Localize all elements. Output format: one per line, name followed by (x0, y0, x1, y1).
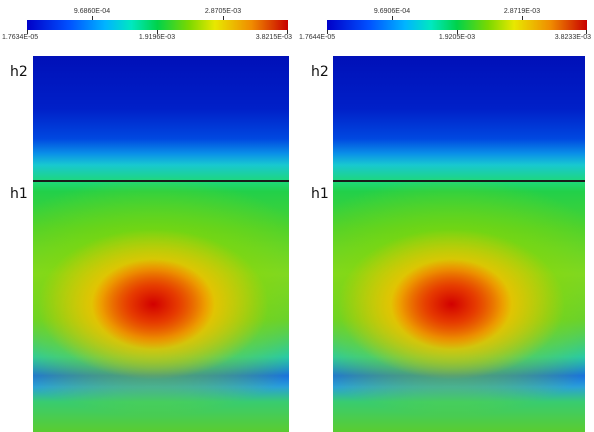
colorbar-label-min: 1.7644E-05 (299, 34, 336, 41)
layer-label-h1: h1 (10, 186, 28, 202)
colorbar-label-top: 2.8719E-03 (503, 8, 541, 15)
layer-label-h1: h1 (311, 186, 329, 202)
colorbar-label-top: 2.8705E-03 (204, 8, 242, 15)
colorbar-tick (27, 30, 28, 34)
colorbar-label-top: 9.6906E-04 (373, 8, 411, 15)
colorbar-tick (287, 30, 288, 34)
layer-label-h2: h2 (311, 64, 329, 80)
left-panel: 9.6860E-04 2.8705E-03 1.7634E-05 1.9196E… (2, 8, 292, 432)
colorbar-tick (157, 30, 158, 34)
colorbar (27, 20, 288, 30)
colorbar-label-mid: 1.9205E-03 (438, 34, 476, 41)
colorbar-label-max: 3.8233E-03 (554, 34, 591, 41)
field-hotspot (333, 56, 585, 432)
field-plot (33, 56, 289, 432)
colorbar-label-mid: 1.9196E-03 (138, 34, 176, 41)
colorbar-tick (522, 16, 523, 20)
field-hotspot (33, 56, 289, 432)
colorbar (327, 20, 587, 30)
colorbar-tick (457, 30, 458, 34)
colorbar-label-top: 9.6860E-04 (73, 8, 111, 15)
colorbar-tick (327, 30, 328, 34)
layer-label-h2: h2 (10, 64, 28, 80)
right-panel: 9.6906E-04 2.8719E-03 1.7644E-05 1.9205E… (297, 0, 594, 432)
colorbar-tick (586, 30, 587, 34)
colorbar-tick (92, 16, 93, 20)
colorbar-tick (223, 16, 224, 20)
layer-interface-line (33, 180, 289, 182)
colorbar-label-max: 3.8215E-03 (255, 34, 292, 41)
field-plot (333, 56, 585, 432)
layer-interface-line (333, 180, 585, 182)
colorbar-tick (392, 16, 393, 20)
colorbar-label-min: 1.7634E-05 (2, 34, 39, 41)
